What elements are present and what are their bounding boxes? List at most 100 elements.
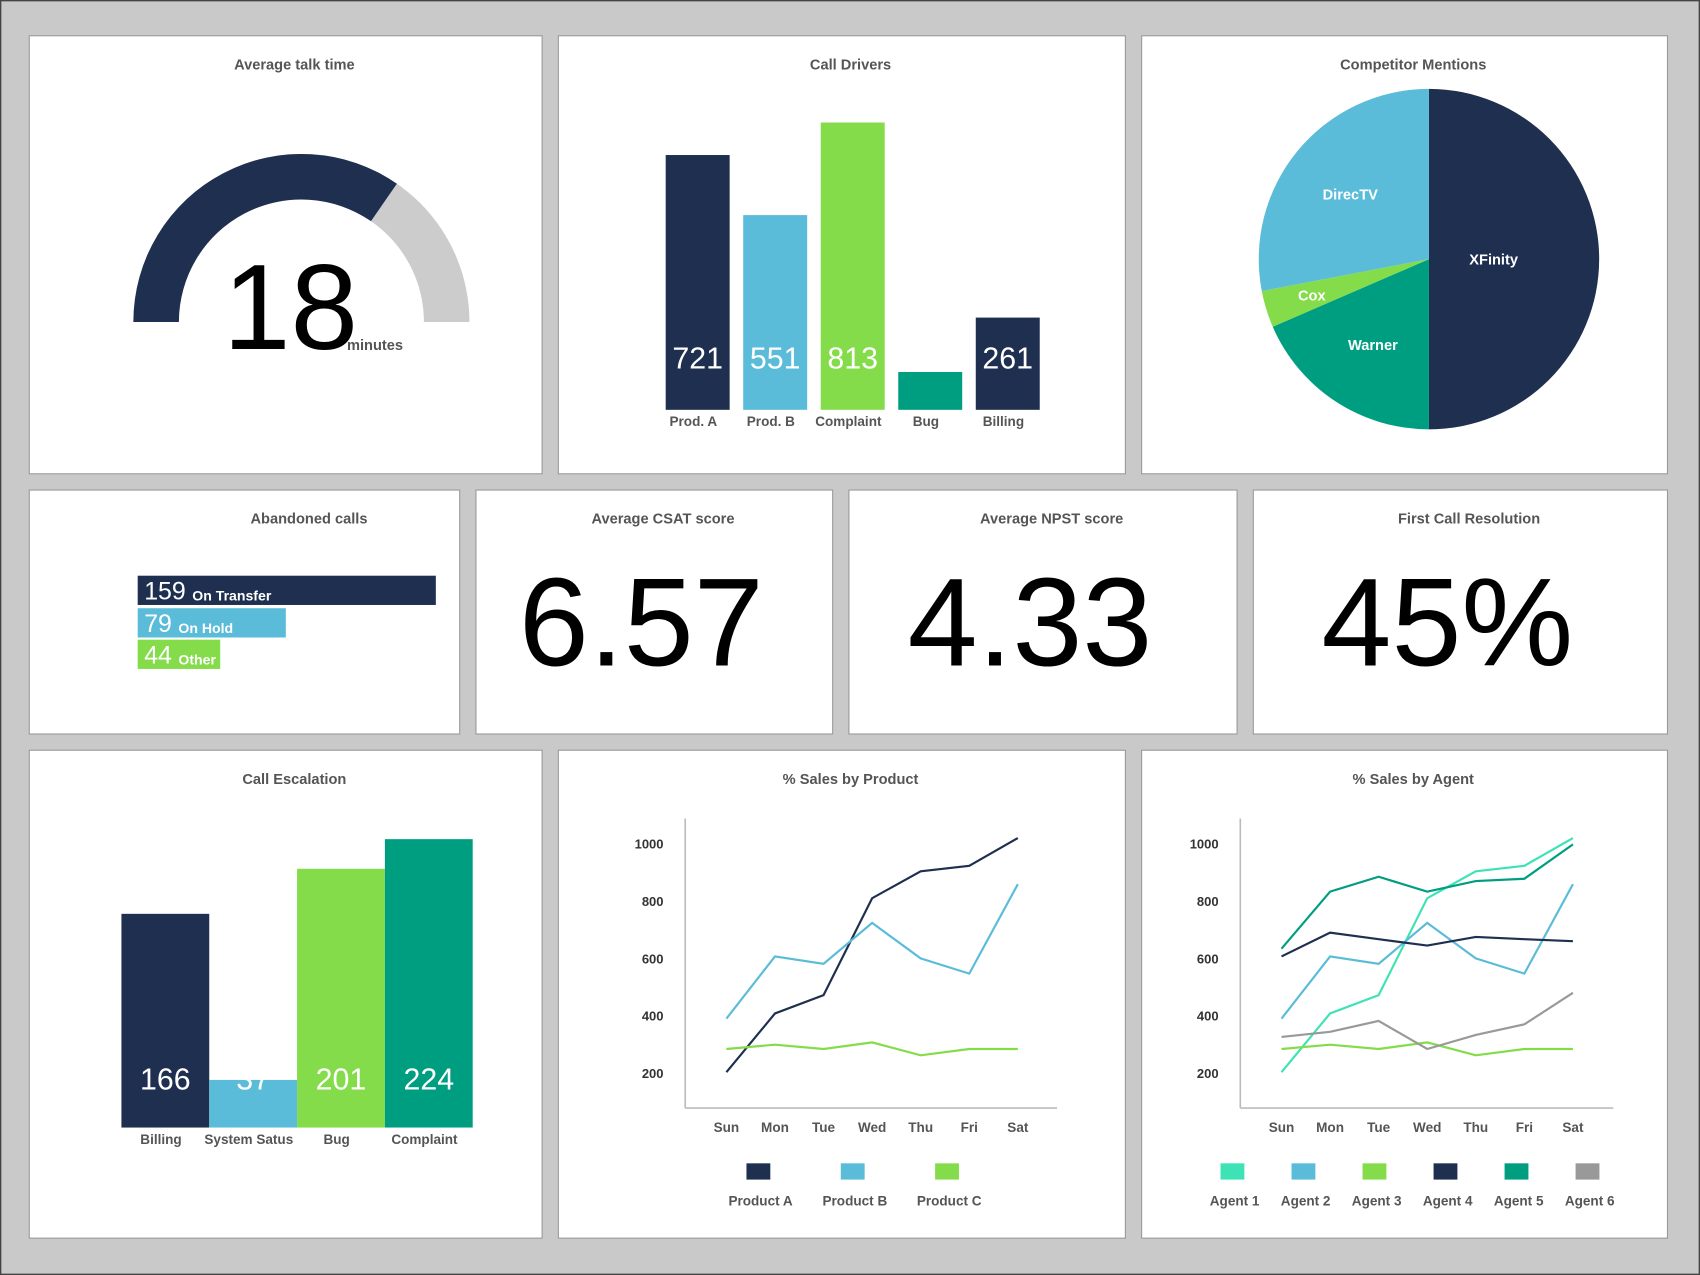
x-tick-label: Sat	[1007, 1120, 1029, 1135]
legend-swatch	[1433, 1163, 1458, 1180]
x-tick-label: Billing	[140, 1132, 181, 1147]
line-series	[1280, 843, 1574, 950]
y-tick-label: 1000	[635, 837, 664, 852]
chart-title: Competitor Mentions	[1340, 57, 1486, 73]
x-tick-label: Bug	[323, 1132, 349, 1147]
bar-label: On Hold	[178, 620, 233, 636]
bar-value-label: 201	[316, 1064, 367, 1097]
legend-label: Product A	[728, 1194, 792, 1209]
bar-value-label: 44	[144, 642, 172, 670]
x-tick-label: Mon	[1316, 1120, 1344, 1135]
x-tick-label: Fri	[1516, 1120, 1533, 1135]
line-series	[725, 883, 1019, 1020]
bar-value-label: 261	[982, 343, 1033, 376]
bar-value-label: 79	[144, 610, 172, 638]
bar-value-label: 813	[827, 343, 878, 376]
y-tick-label: 600	[1197, 951, 1219, 966]
chart-title: First Call Resolution	[1398, 512, 1540, 528]
kpi-value: 45%	[1322, 552, 1574, 693]
x-tick-label: Complaint	[815, 414, 882, 429]
bar	[137, 608, 286, 638]
y-tick-label: 800	[1197, 894, 1219, 909]
chart-title: % Sales by Agent	[1353, 772, 1475, 788]
line-series	[1280, 837, 1574, 1073]
panel	[557, 749, 1126, 1239]
bar	[975, 317, 1040, 410]
bar-value-label: 224	[403, 1064, 454, 1097]
kpi-value: 4.33	[908, 552, 1153, 693]
y-tick-label: 200	[1197, 1066, 1219, 1081]
x-tick-label: Sun	[1269, 1120, 1295, 1135]
x-tick-label: Mon	[761, 1120, 789, 1135]
chart-title: % Sales by Product	[783, 772, 919, 788]
line-series	[1281, 1041, 1573, 1057]
legend-label: Agent 6	[1565, 1194, 1615, 1209]
legend-swatch	[1362, 1163, 1387, 1180]
x-tick-label: Thu	[1463, 1120, 1488, 1135]
bar-value-label: 107	[905, 343, 956, 376]
line-series	[726, 1041, 1018, 1057]
x-tick-label: Fri	[961, 1120, 978, 1135]
legend-swatch	[935, 1163, 959, 1180]
y-tick-label: 200	[642, 1066, 664, 1081]
chart-title: Call Escalation	[242, 772, 346, 788]
bar	[121, 913, 210, 1128]
bar-value-label: 37	[236, 1064, 270, 1097]
y-tick-label: 800	[642, 894, 664, 909]
gauge-value: 18	[223, 239, 358, 375]
y-tick-label: 400	[642, 1009, 664, 1024]
legend-label: Agent 4	[1423, 1194, 1473, 1209]
pie-slice	[1261, 259, 1429, 327]
x-tick-label: Sat	[1562, 1120, 1584, 1135]
legend-swatch	[840, 1163, 865, 1180]
x-tick-label: Billing	[983, 414, 1024, 429]
pie-label: Warner	[1348, 338, 1398, 354]
x-tick-label: Bug	[913, 414, 939, 429]
bar	[898, 372, 963, 410]
legend-swatch	[1504, 1163, 1529, 1180]
x-tick-label: Complaint	[391, 1132, 458, 1147]
bar	[384, 839, 473, 1128]
y-tick-label: 600	[642, 951, 664, 966]
bar-label: Other	[178, 652, 216, 668]
bar	[209, 1079, 298, 1128]
legend-label: Product C	[917, 1194, 982, 1209]
x-tick-label: Sun	[714, 1120, 740, 1135]
x-tick-label: Prod. A	[669, 414, 717, 429]
bar	[297, 868, 385, 1128]
legend-label: Agent 2	[1281, 1194, 1331, 1209]
x-tick-label: Wed	[1413, 1120, 1441, 1135]
pie-label: Cox	[1298, 289, 1326, 305]
pie-slice	[1272, 259, 1429, 430]
pie-label: DirecTV	[1323, 187, 1379, 203]
legend-label: Product B	[823, 1194, 888, 1209]
legend-label: Agent 3	[1352, 1194, 1402, 1209]
pie-slice	[1258, 88, 1429, 292]
chart-title: Call Drivers	[810, 57, 891, 73]
bar-value-label: 166	[140, 1064, 191, 1097]
x-tick-label: System Satus	[204, 1132, 293, 1147]
legend-swatch	[1575, 1163, 1600, 1180]
pie-slice	[1428, 88, 1600, 430]
kpi-value: 6.57	[519, 552, 764, 693]
panel	[1252, 489, 1669, 735]
panel	[848, 489, 1238, 735]
legend-label: Agent 5	[1494, 1194, 1544, 1209]
chart-title: Average NPST score	[980, 512, 1123, 528]
line-series	[725, 837, 1019, 1073]
x-tick-label: Tue	[812, 1120, 836, 1135]
line-series	[1281, 931, 1573, 958]
bar-label: On Transfer	[192, 588, 272, 604]
bar	[137, 639, 221, 669]
y-tick-label: 1000	[1190, 837, 1219, 852]
bar	[665, 155, 730, 410]
bar	[137, 575, 436, 605]
bar-value-label: 551	[750, 343, 801, 376]
x-tick-label: Thu	[908, 1120, 933, 1135]
legend-label: Agent 1	[1210, 1194, 1260, 1209]
chart-title: Abandoned calls	[250, 512, 367, 528]
bar	[743, 215, 808, 410]
x-tick-label: Tue	[1367, 1120, 1391, 1135]
